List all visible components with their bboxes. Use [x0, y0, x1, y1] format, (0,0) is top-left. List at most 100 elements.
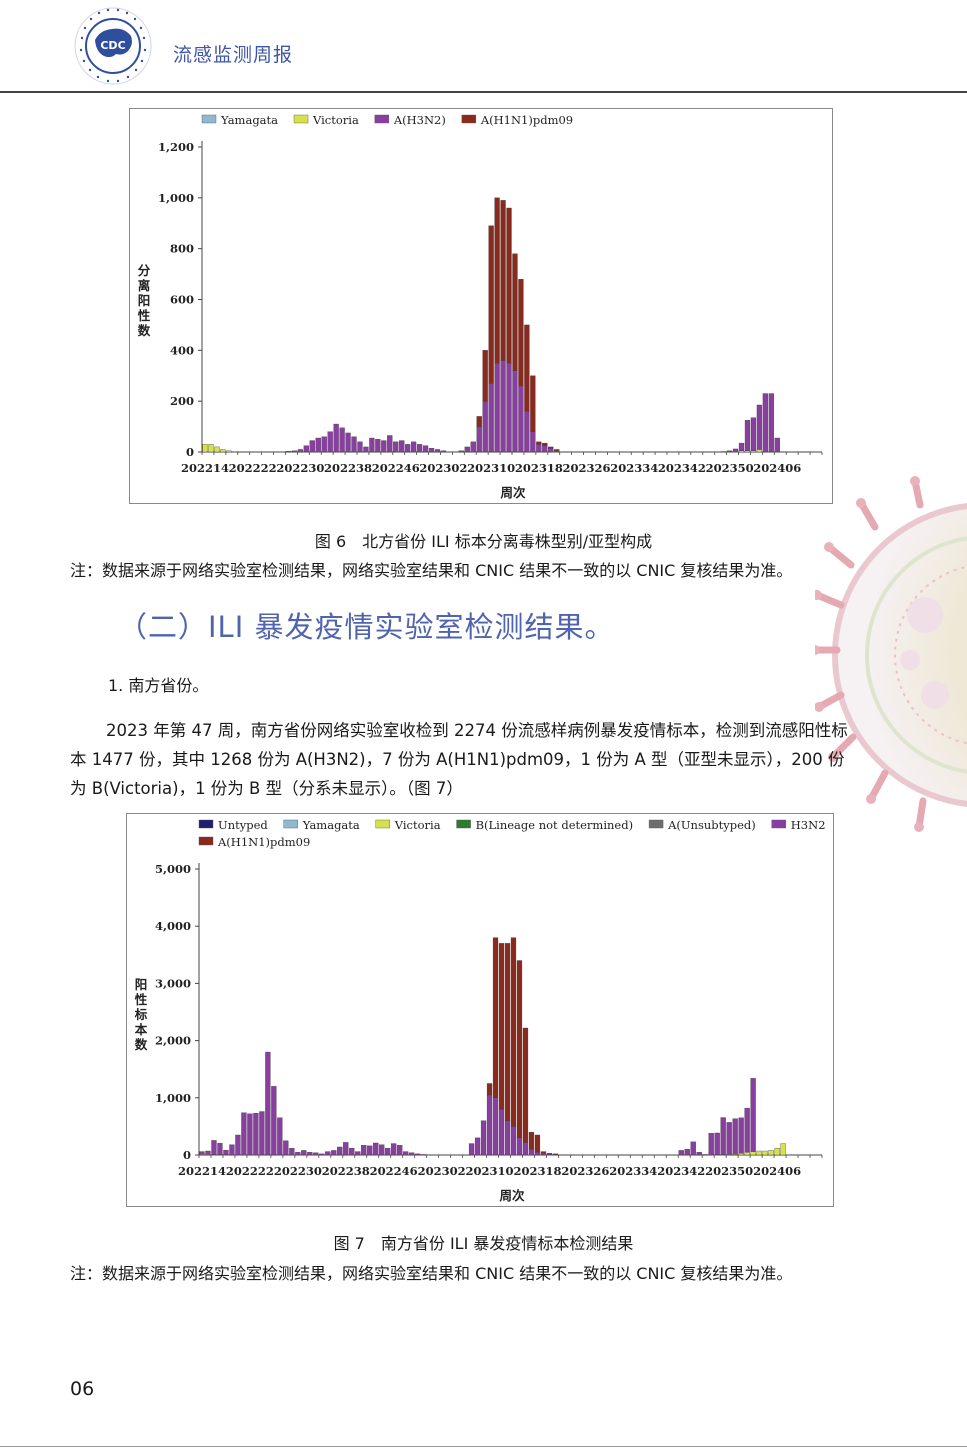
bar-segment [750, 1078, 756, 1152]
bar-segment [500, 200, 506, 361]
x-tick-label: 202326 [561, 1164, 609, 1178]
bar-segment [534, 1151, 541, 1156]
bar-segment [536, 444, 542, 453]
china-cdc-logo: CDC [74, 7, 152, 85]
x-tick-label: 202350 [705, 1164, 753, 1178]
virus-decoration [815, 476, 967, 832]
x-tick-label: 202230 [274, 1164, 322, 1178]
bar-segment [426, 1154, 433, 1156]
x-tick-label: 202326 [563, 461, 611, 475]
x-tick-label: 202342 [658, 461, 706, 475]
legend-swatch [771, 819, 786, 829]
bar-segment [750, 417, 757, 451]
bar-segment [756, 449, 763, 453]
bar-segment [768, 1150, 774, 1156]
bar-segment [399, 440, 405, 453]
sub-heading: 1. 南方省份。 [108, 676, 209, 695]
legend-swatch [375, 819, 390, 829]
y-tick-label: 5,000 [155, 862, 191, 876]
bar-segment [510, 937, 517, 1127]
legend-swatch [456, 819, 471, 829]
bar-segment [492, 937, 499, 1098]
y-tick-label: 4,000 [155, 919, 191, 933]
bar-segment [301, 1150, 307, 1156]
legend-label: A(Unsubtyped) [667, 818, 756, 832]
legend-label: A(H1N1)pdm09 [217, 835, 310, 849]
figure-7-svg: Untyped Yamagata Victoria B(Lineage not det… [134, 818, 826, 1203]
bar-segment [486, 1094, 493, 1156]
bar-segment [696, 1151, 702, 1156]
bar-segment [232, 451, 238, 453]
legend-swatch [283, 819, 298, 829]
bar-segment [381, 440, 387, 453]
bar-segment [524, 411, 530, 453]
bar-segment [373, 1142, 379, 1156]
legend-swatch [198, 819, 214, 829]
bar-segment [540, 1153, 547, 1156]
x-tick-label: 202318 [515, 461, 563, 475]
bar-segment [277, 1117, 283, 1156]
figure-6-caption: 图 6 北方省份 ILI 标本分离毒株型别/亚型构成 [314, 532, 653, 551]
bar-segment [774, 437, 780, 453]
y-tick-label: 800 [170, 242, 194, 256]
legend-label: Victoria [312, 113, 359, 127]
bar-segment [363, 446, 369, 453]
bar-segment [506, 362, 512, 453]
bar-segment [510, 1126, 517, 1156]
x-tick-label: 202214 [178, 1164, 226, 1178]
bar-segment [349, 1147, 355, 1156]
bar-segment [474, 1137, 481, 1156]
legend-swatch [201, 114, 217, 124]
paragraph-line: 为 B(Victoria)，1 份为 B 型（分系未显示）。（图 7） [70, 779, 463, 798]
bar-segment [528, 1131, 535, 1150]
bar-segment [530, 431, 536, 453]
bar-segment [548, 446, 554, 449]
legend-label: H3N2 [791, 818, 826, 832]
bar-segment [220, 449, 226, 453]
bar-segment [536, 441, 542, 445]
bar-segment [512, 370, 518, 453]
bar-segment [253, 1113, 259, 1156]
bar-segment [548, 448, 554, 453]
bar-segment [357, 441, 363, 453]
bar-segment [289, 1147, 295, 1156]
bar-segment [518, 278, 524, 387]
bar-segment [241, 1112, 247, 1156]
x-tick-label: 202238 [324, 461, 372, 475]
bar-segment [319, 1153, 325, 1156]
svg-text:CDC: CDC [100, 39, 125, 52]
bar-segment [534, 1134, 541, 1153]
bar-segment [434, 449, 441, 453]
x-tick-label: 202318 [513, 1164, 561, 1178]
bar-segment [488, 383, 494, 453]
bar-segment [458, 450, 464, 453]
bar-segment [504, 1120, 511, 1156]
bar-segment [199, 1151, 205, 1155]
bar-segment [500, 360, 506, 453]
legend-label: Untyped [218, 818, 268, 832]
page-header: CDC 流感监测周报 [0, 0, 967, 95]
bar-segment [518, 385, 524, 453]
y-tick-label: 0 [186, 445, 194, 459]
y-axis-title-char: 性 [137, 308, 151, 323]
bar-segment [205, 1150, 211, 1155]
bar-segment [226, 450, 232, 453]
bar-segment [208, 444, 214, 453]
bar-segment [762, 1150, 768, 1156]
bar-segment [440, 450, 447, 453]
legend-label: A(H1N1)pdm09 [480, 113, 573, 127]
bar-segment [214, 446, 220, 453]
y-tick-label: 0 [183, 1148, 191, 1162]
bar-segment [540, 1151, 547, 1154]
bar-segment [428, 448, 435, 453]
bar-segment [554, 449, 560, 451]
bar-segment [285, 451, 292, 453]
x-tick-label: 202334 [610, 461, 658, 475]
bar-segment [361, 1145, 367, 1156]
x-tick-label: 202302 [419, 461, 467, 475]
bar-segment [387, 435, 393, 453]
bar-segment [315, 437, 321, 453]
bar-segment [744, 420, 751, 451]
y-tick-label: 600 [170, 293, 194, 307]
bar-segment [738, 442, 745, 451]
